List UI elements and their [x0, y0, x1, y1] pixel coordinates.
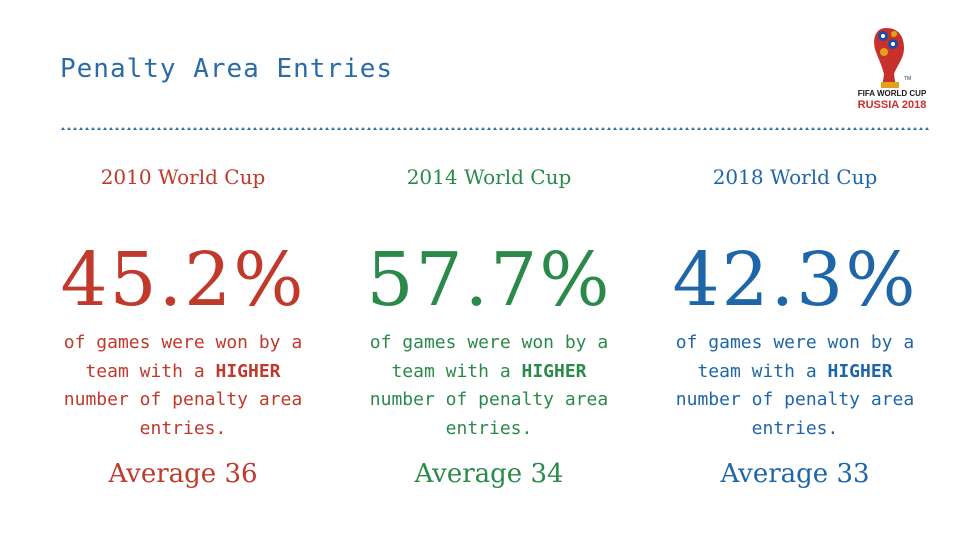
column-heading: 2010 World Cup — [100, 165, 266, 189]
stat-description: of games were won by a team with a HIGHE… — [660, 329, 930, 445]
desc-post: number of penalty area entries. — [63, 389, 303, 439]
stat-column-2018: 2018 World Cup 42.3% of games were won b… — [660, 160, 930, 491]
divider-diamonds — [60, 125, 930, 130]
stat-description: of games were won by a team with a HIGHE… — [48, 329, 318, 445]
slide-title: Penalty Area Entries — [60, 54, 394, 84]
desc-bold: HIGHER — [827, 360, 893, 382]
stat-column-2014: 2014 World Cup 57.7% of games were won b… — [354, 160, 624, 491]
average-value: Average 36 — [108, 459, 258, 489]
svg-text:TM: TM — [904, 76, 911, 82]
percentage-stat: 45.2% — [60, 237, 306, 323]
desc-pre: of games were won by a team with a — [675, 332, 915, 382]
percentage-stat: 57.7% — [366, 237, 612, 323]
average-value: Average 34 — [414, 459, 564, 489]
desc-post: number of penalty area entries. — [369, 389, 609, 439]
desc-post: number of penalty area entries. — [675, 389, 915, 439]
world-cup-logo: TM FIFA WORLD CUP RUSSIA 2018 — [846, 22, 938, 114]
desc-bold: HIGHER — [521, 360, 587, 382]
logo-line2: RUSSIA 2018 — [858, 99, 927, 111]
column-heading: 2014 World Cup — [406, 165, 572, 189]
desc-pre: of games were won by a team with a — [369, 332, 609, 382]
desc-bold: HIGHER — [215, 360, 281, 382]
percentage-stat: 42.3% — [672, 237, 918, 323]
stat-column-2010: 2010 World Cup 45.2% of games were won b… — [48, 160, 318, 491]
desc-pre: of games were won by a team with a — [63, 332, 303, 382]
average-value: Average 33 — [720, 459, 870, 489]
stat-description: of games were won by a team with a HIGHE… — [354, 329, 624, 445]
fifa-world-cup-2018-emblem-icon: TM FIFA WORLD CUP RUSSIA 2018 — [858, 28, 927, 111]
dotted-divider — [60, 120, 930, 130]
column-heading: 2018 World Cup — [712, 165, 878, 189]
logo-line1: FIFA WORLD CUP — [858, 89, 927, 98]
